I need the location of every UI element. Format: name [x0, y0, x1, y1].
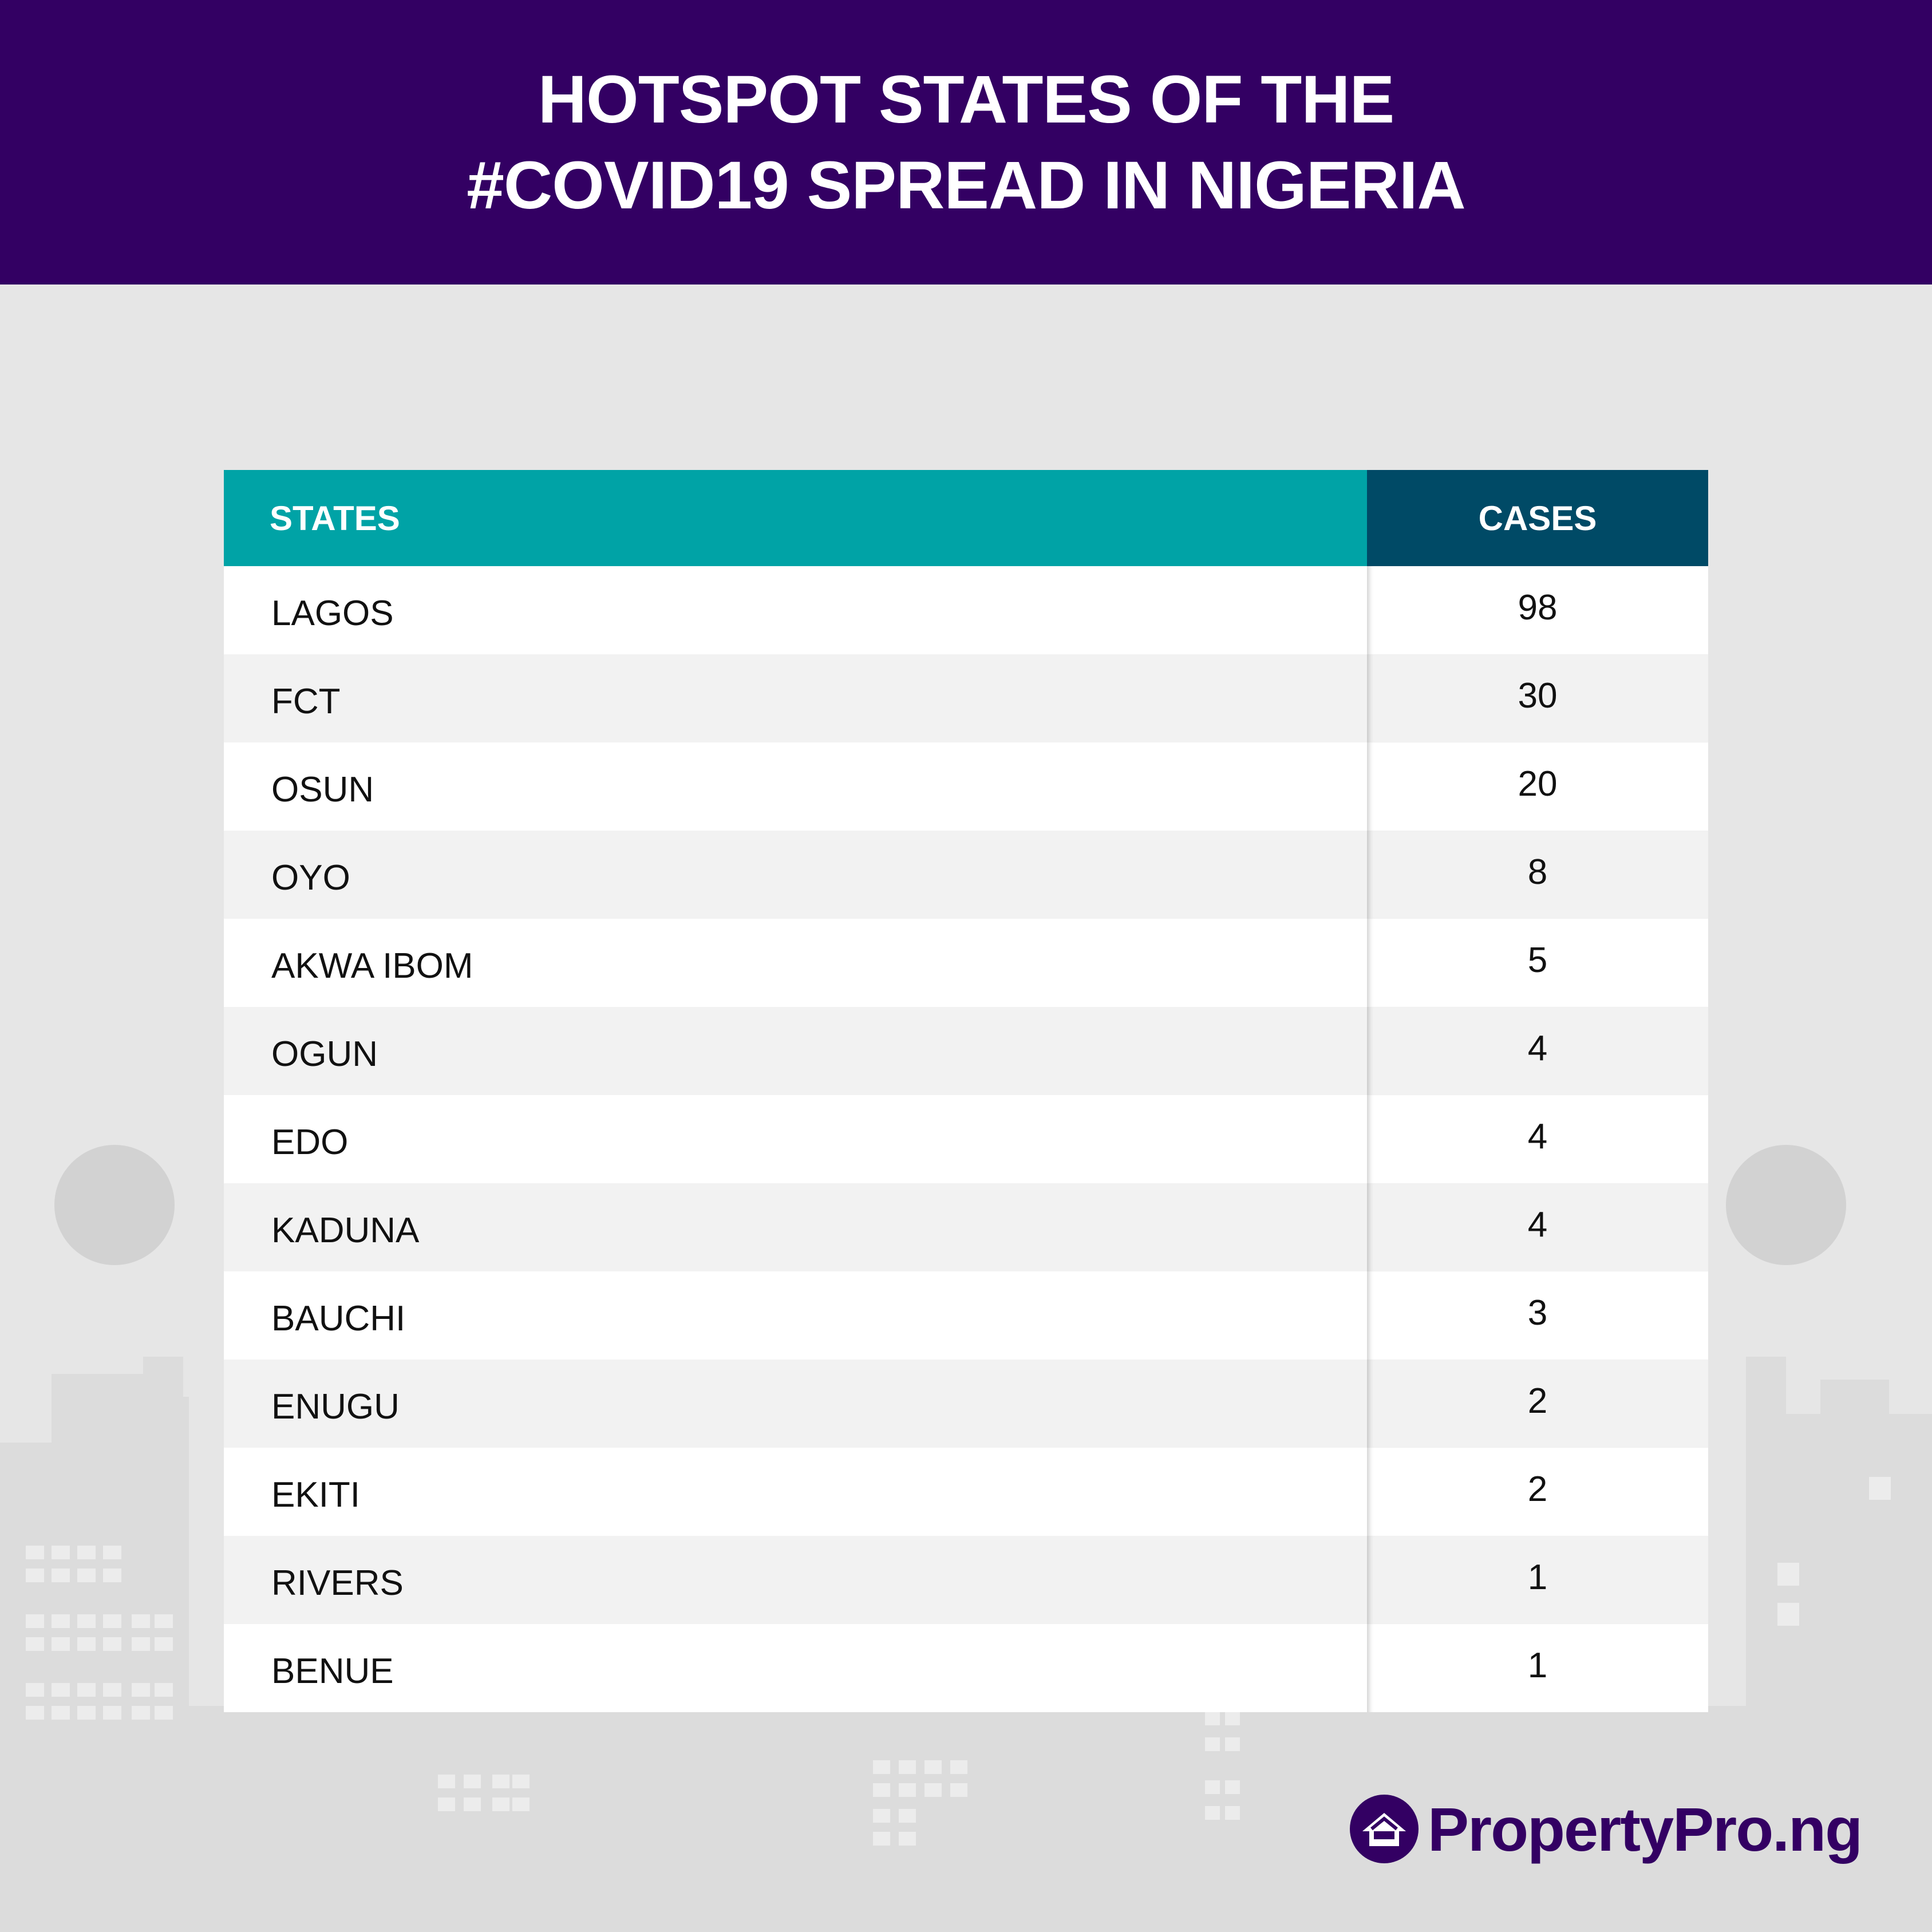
house-logo-icon: [1350, 1795, 1419, 1863]
state-cell: RIVERS: [271, 1563, 404, 1603]
state-cell: OYO: [271, 858, 350, 898]
table-row: EDO 4: [224, 1095, 1708, 1183]
cases-cell: 30: [1367, 654, 1708, 742]
table-row: AKWA IBOM 5: [224, 919, 1708, 1007]
state-cell: KADUNA: [271, 1210, 420, 1250]
table-row: OYO 8: [224, 831, 1708, 919]
state-cell: OGUN: [271, 1034, 378, 1074]
cases-cell: 4: [1367, 1183, 1708, 1271]
cases-cell: 1: [1367, 1624, 1708, 1712]
title-line-1: HOTSPOT STATES OF THE: [538, 61, 1395, 137]
state-cell: BENUE: [271, 1651, 394, 1691]
table-row: BENUE 1: [224, 1624, 1708, 1712]
cases-column-header: CASES: [1367, 470, 1708, 566]
title-line-2: #COVID19 SPREAD IN NIGERIA: [467, 147, 1465, 223]
table-row: ENUGU 2: [224, 1360, 1708, 1448]
state-cell: AKWA IBOM: [271, 946, 473, 986]
state-cell: FCT: [271, 681, 341, 721]
state-cell: OSUN: [271, 769, 374, 809]
table-row: FCT 30: [224, 654, 1708, 742]
cases-table: STATES CASES LAGOS 98 FCT 30 OSUN 20 OYO 8 AKWA …: [224, 470, 1708, 1712]
header-band: HOTSPOT STATES OF THE #COVID19 SPREAD IN…: [0, 0, 1932, 285]
state-cell: LAGOS: [271, 593, 394, 633]
table-row: LAGOS 98: [224, 566, 1708, 654]
table-header: STATES CASES: [224, 470, 1708, 566]
cases-cell: 4: [1367, 1095, 1708, 1183]
table-row: KADUNA 4: [224, 1183, 1708, 1271]
table-row: BAUCHI 3: [224, 1271, 1708, 1360]
table-body: LAGOS 98 FCT 30 OSUN 20 OYO 8 AKWA IBOM 5 OGUN 4 EDO…: [224, 566, 1708, 1712]
state-cell: EKITI: [271, 1475, 361, 1515]
cases-cell: 4: [1367, 1007, 1708, 1095]
propertypro-logo: PropertyPro.ng: [1349, 1786, 1863, 1872]
logo-wordmark: PropertyPro.ng: [1428, 1794, 1863, 1864]
cases-cell: 8: [1367, 831, 1708, 919]
states-column-header: STATES: [224, 470, 1367, 566]
cases-cell: 3: [1367, 1271, 1708, 1360]
cases-cell: 2: [1367, 1360, 1708, 1448]
cases-cell: 5: [1367, 919, 1708, 1007]
table-row: OGUN 4: [224, 1007, 1708, 1095]
state-cell: EDO: [271, 1122, 349, 1162]
table-row: EKITI 2: [224, 1448, 1708, 1536]
table-row: RIVERS 1: [224, 1536, 1708, 1624]
state-cell: BAUCHI: [271, 1298, 406, 1338]
cases-cell: 2: [1367, 1448, 1708, 1536]
cases-cell: 1: [1367, 1536, 1708, 1624]
state-cell: ENUGU: [271, 1386, 400, 1427]
cases-cell: 20: [1367, 742, 1708, 831]
table-row: OSUN 20: [224, 742, 1708, 831]
cases-cell: 98: [1367, 566, 1708, 654]
